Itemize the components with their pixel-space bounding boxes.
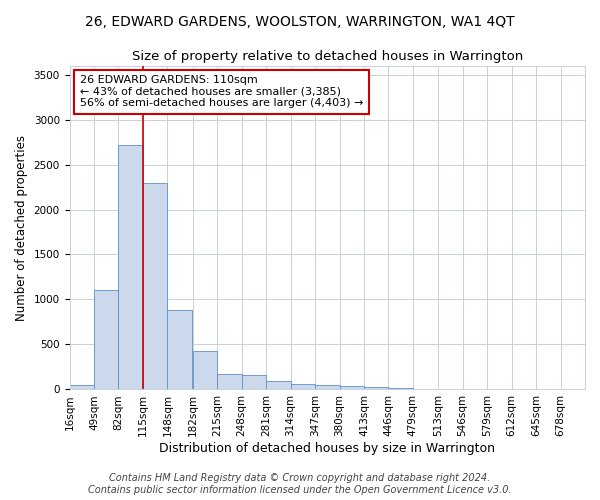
Y-axis label: Number of detached properties: Number of detached properties [15, 134, 28, 320]
Bar [217, 374, 242, 390]
Bar [290, 384, 315, 390]
Bar [118, 144, 143, 390]
Bar [364, 387, 388, 390]
Bar [94, 290, 118, 390]
Bar [388, 388, 413, 390]
Bar [70, 385, 94, 390]
Bar [167, 310, 192, 390]
Bar [438, 388, 463, 390]
Text: Contains HM Land Registry data © Crown copyright and database right 2024.
Contai: Contains HM Land Registry data © Crown c… [88, 474, 512, 495]
Text: 26 EDWARD GARDENS: 110sqm
← 43% of detached houses are smaller (3,385)
56% of se: 26 EDWARD GARDENS: 110sqm ← 43% of detac… [80, 76, 363, 108]
X-axis label: Distribution of detached houses by size in Warrington: Distribution of detached houses by size … [159, 442, 495, 455]
Bar [315, 385, 340, 390]
Bar [340, 386, 364, 390]
Bar [266, 381, 290, 390]
Bar [242, 374, 266, 390]
Text: 26, EDWARD GARDENS, WOOLSTON, WARRINGTON, WA1 4QT: 26, EDWARD GARDENS, WOOLSTON, WARRINGTON… [85, 15, 515, 29]
Title: Size of property relative to detached houses in Warrington: Size of property relative to detached ho… [131, 50, 523, 63]
Bar [413, 388, 437, 390]
Bar [143, 184, 167, 390]
Bar [193, 351, 217, 390]
